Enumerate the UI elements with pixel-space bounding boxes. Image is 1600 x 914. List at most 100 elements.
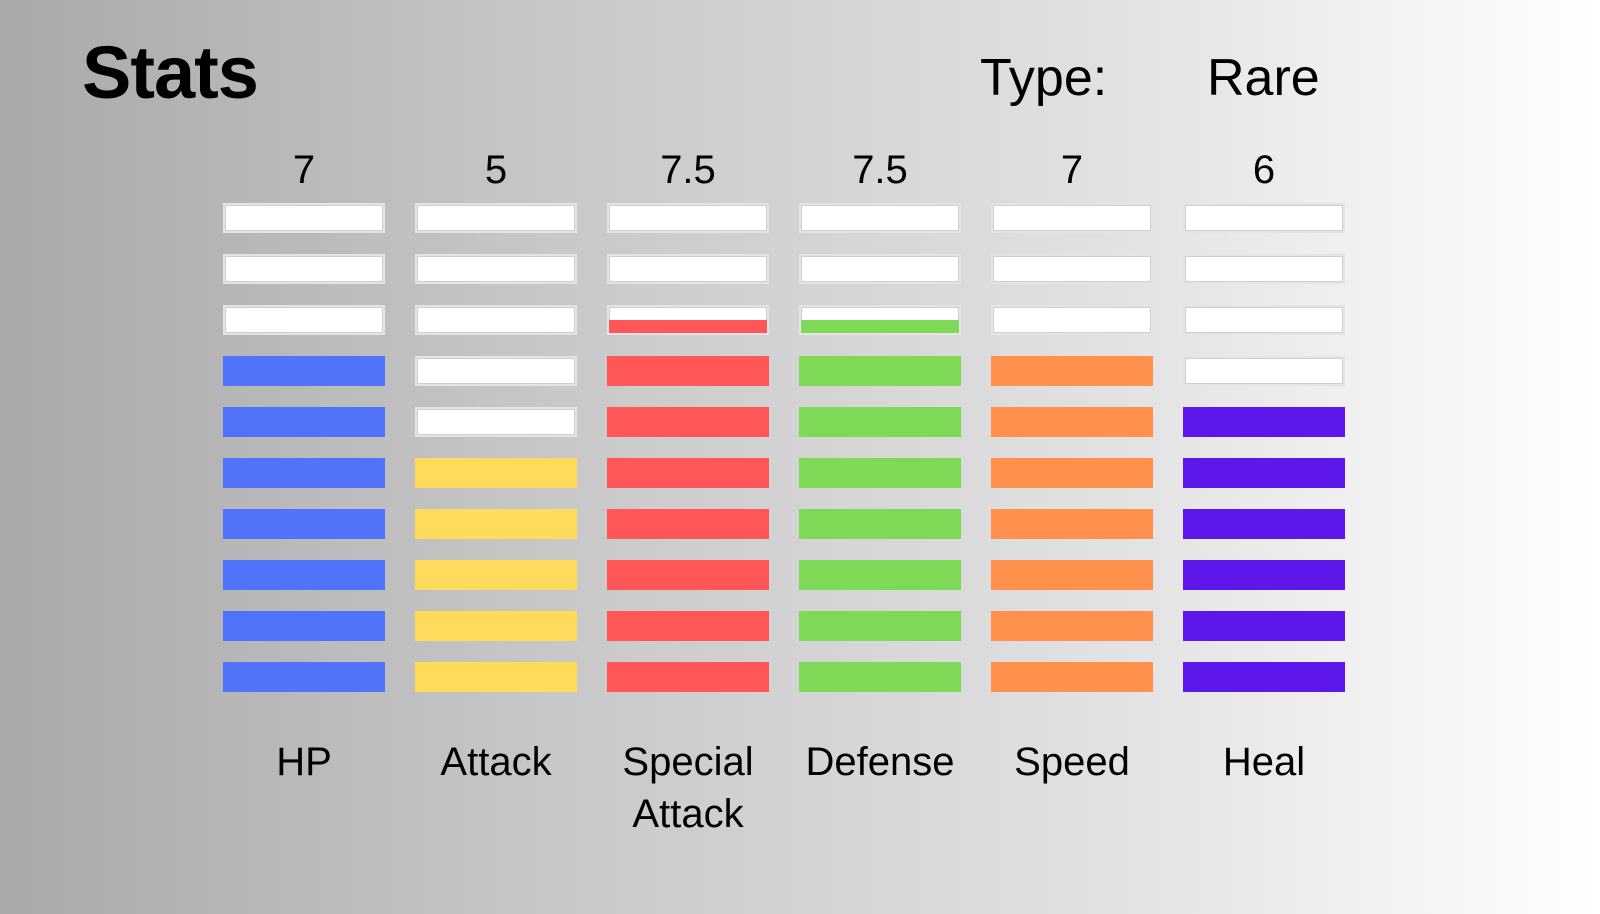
- stat-bar-fill: [609, 562, 767, 588]
- stat-bar-segment: [799, 560, 961, 590]
- stat-bar-fill: [417, 613, 575, 639]
- stat-bar-segment: [415, 458, 577, 488]
- stat-bar-fill: [1185, 409, 1343, 435]
- stat-bar-segment: [223, 662, 385, 692]
- stat-bar-segment: [607, 203, 769, 233]
- stat-bar-segment: [223, 254, 385, 284]
- stat-bar-fill: [993, 613, 1151, 639]
- stat-bar-fill: [801, 409, 959, 435]
- stat-bar-segment: [223, 611, 385, 641]
- stat-bar-segment: [799, 203, 961, 233]
- stat-bar-segment: [223, 305, 385, 335]
- stat-bar-segment: [1183, 254, 1345, 284]
- stat-value-label: 7.5: [660, 148, 716, 192]
- stat-bar-fill: [609, 320, 767, 333]
- stat-bar-segment: [223, 560, 385, 590]
- stat-bar-segment: [1183, 560, 1345, 590]
- stat-bar-segment: [223, 407, 385, 437]
- stat-bar-fill: [993, 358, 1151, 384]
- stat-bar-fill: [609, 664, 767, 690]
- stat-value-label: 7: [1060, 148, 1084, 192]
- stat-bar-fill: [801, 511, 959, 537]
- stat-column-special-attack: 7.5 Special Attack: [607, 0, 769, 914]
- stat-bar-fill: [993, 409, 1151, 435]
- stat-bar-segment: [415, 407, 577, 437]
- type-value: Rare: [1207, 49, 1320, 107]
- stat-bar-fill: [225, 460, 383, 486]
- stat-bar-segment: [1183, 356, 1345, 386]
- stat-bar-segment: [991, 203, 1153, 233]
- stat-bar-segment: [607, 305, 769, 335]
- stat-bar-fill: [225, 358, 383, 384]
- stat-bar-fill: [993, 562, 1151, 588]
- stat-column-attack: 5 Attack: [415, 0, 577, 914]
- stat-bar-fill: [225, 409, 383, 435]
- stat-bar-segment: [1183, 458, 1345, 488]
- stat-bar-fill: [801, 358, 959, 384]
- stat-bar-fill: [801, 562, 959, 588]
- stat-bar-segment: [223, 458, 385, 488]
- stat-bar-segment: [799, 407, 961, 437]
- stat-bar-segment: [607, 560, 769, 590]
- stat-name-label: Defense: [805, 740, 955, 784]
- stat-bar-fill: [609, 409, 767, 435]
- stat-bar-segment: [991, 254, 1153, 284]
- stat-column-hp: 7 HP: [223, 0, 385, 914]
- stat-bar-segment: [1183, 662, 1345, 692]
- stat-bar-segment: [415, 509, 577, 539]
- stat-bar-fill: [417, 562, 575, 588]
- stat-bar-segment: [1183, 407, 1345, 437]
- stat-bar-segment: [415, 305, 577, 335]
- stat-bar-segment: [415, 356, 577, 386]
- stat-bar-segment: [799, 611, 961, 641]
- stat-bar-segment: [991, 611, 1153, 641]
- stat-bar-fill: [1185, 664, 1343, 690]
- stat-bar-segment: [223, 356, 385, 386]
- stat-bar-segment: [991, 509, 1153, 539]
- stat-bar-segment: [799, 509, 961, 539]
- stat-bar-segment: [991, 305, 1153, 335]
- stat-bar-fill: [993, 664, 1151, 690]
- stat-column-defense: 7.5 Defense: [799, 0, 961, 914]
- stat-bar-segment: [991, 662, 1153, 692]
- stat-bar-segment: [415, 254, 577, 284]
- stat-bar-fill: [609, 358, 767, 384]
- stat-value-label: 5: [484, 148, 508, 192]
- stat-bar-fill: [609, 613, 767, 639]
- stat-value-label: 6: [1252, 148, 1276, 192]
- stat-bar-segment: [799, 305, 961, 335]
- stat-bar-segment: [991, 560, 1153, 590]
- stat-name-label: Special Attack: [622, 740, 754, 836]
- stat-bar-fill: [609, 460, 767, 486]
- stat-bar-segment: [607, 509, 769, 539]
- stat-column-heal: 6 Heal: [1183, 0, 1345, 914]
- stat-bar-segment: [607, 611, 769, 641]
- stat-bar-segment: [799, 356, 961, 386]
- type-label: Type:: [980, 49, 1108, 107]
- stat-bar-segment: [415, 203, 577, 233]
- stat-bar-segment: [607, 254, 769, 284]
- stat-bar-fill: [993, 460, 1151, 486]
- stat-bar-segment: [991, 356, 1153, 386]
- stat-bar-segment: [607, 662, 769, 692]
- stat-bar-fill: [993, 511, 1151, 537]
- stat-bar-segment: [223, 203, 385, 233]
- stat-bar-segment: [415, 611, 577, 641]
- stat-bar-segment: [223, 509, 385, 539]
- stat-bar-fill: [609, 511, 767, 537]
- stat-bar-fill: [801, 460, 959, 486]
- stat-bar-fill: [801, 320, 959, 333]
- stat-value-label: 7.5: [852, 148, 908, 192]
- stat-bar-segment: [1183, 611, 1345, 641]
- stat-bar-fill: [225, 511, 383, 537]
- stat-bar-fill: [225, 664, 383, 690]
- stat-bar-fill: [225, 613, 383, 639]
- stat-column-speed: 7 Speed: [991, 0, 1153, 914]
- stat-bar-fill: [1185, 562, 1343, 588]
- stat-name-label: Heal: [1222, 740, 1306, 784]
- stat-bar-fill: [1185, 460, 1343, 486]
- stat-bar-segment: [1183, 305, 1345, 335]
- stat-bar-segment: [799, 254, 961, 284]
- stat-bar-fill: [1185, 511, 1343, 537]
- stat-bar-segment: [991, 407, 1153, 437]
